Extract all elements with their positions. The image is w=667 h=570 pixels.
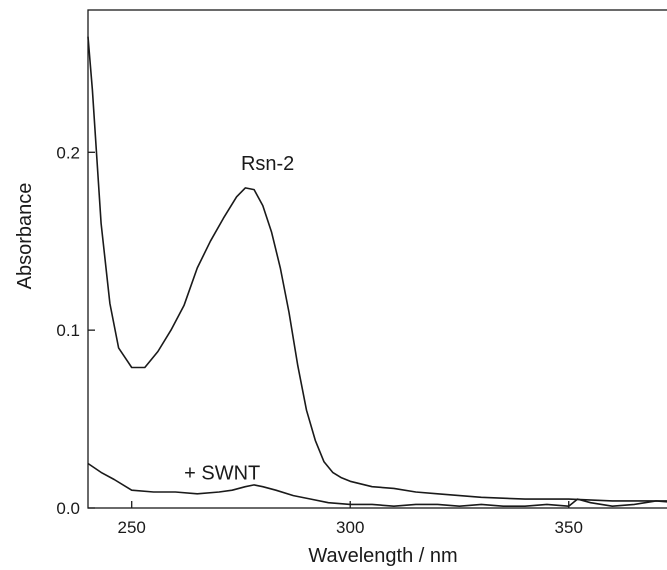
annotations: Rsn-2 + SWNT [184, 153, 294, 484]
plot-frame [87, 9, 667, 509]
y-tick-label: 0.1 [56, 321, 80, 340]
series-line-1 [87, 36, 667, 502]
series-line-2 [87, 462, 667, 507]
x-tick-label: 350 [555, 518, 583, 537]
y-axis-label: Absorbance [14, 183, 36, 290]
y-tick-label: 0.2 [56, 143, 80, 162]
x-axis-label: Wavelength / nm [308, 545, 457, 567]
series-lines [87, 36, 667, 507]
series-annotation: + SWNT [184, 463, 260, 485]
x-tick-label: 300 [336, 518, 364, 537]
x-tick-label: 250 [118, 518, 146, 537]
series-annotation: Rsn-2 [241, 153, 294, 175]
axis-ticks: 250 300 350 0.0 0.1 0.2 [56, 143, 583, 537]
y-tick-label: 0.0 [56, 499, 80, 518]
